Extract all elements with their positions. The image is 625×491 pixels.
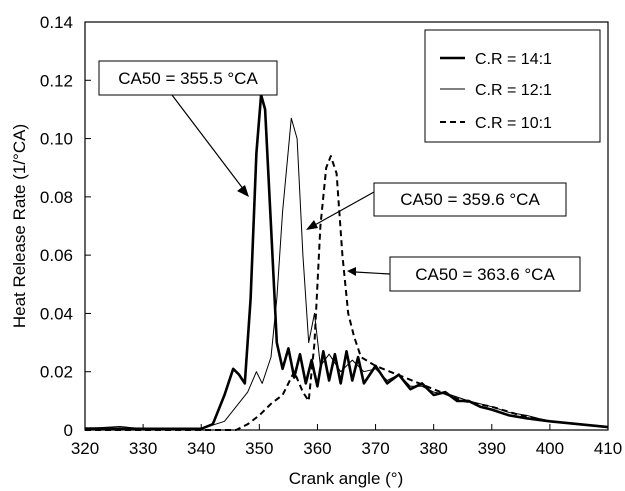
arrow-head xyxy=(306,220,318,230)
annotation-arrow xyxy=(312,191,375,227)
annotation-text: CA50 = 363.6 °CA xyxy=(415,265,555,284)
x-tick-label: 410 xyxy=(594,439,622,458)
x-tick-label: 350 xyxy=(245,439,273,458)
x-tick-label: 390 xyxy=(478,439,506,458)
arrow-head xyxy=(237,185,249,197)
x-axis-label: Crank angle (°) xyxy=(289,469,404,488)
y-tick-label: 0.14 xyxy=(40,13,73,32)
annotation-text: CA50 = 355.5 °CA xyxy=(118,69,258,88)
series-line-3 xyxy=(85,155,609,431)
y-tick-label: 0 xyxy=(64,421,73,440)
x-tick-label: 330 xyxy=(129,439,157,458)
legend-label-cr14: C.R = 14:1 xyxy=(475,51,552,68)
annotation-arrow xyxy=(171,94,245,191)
y-tick-label: 0.10 xyxy=(40,130,73,149)
annotation-arrow xyxy=(354,271,391,275)
annotation-text: CA50 = 359.6 °CA xyxy=(400,190,540,209)
x-tick-label: 380 xyxy=(419,439,447,458)
x-tick-label: 370 xyxy=(361,439,389,458)
annotation-box xyxy=(373,182,567,217)
x-tick-label: 320 xyxy=(71,439,99,458)
y-axis-label: Heat Release Rate (1/°CA) xyxy=(10,124,29,328)
y-tick-label: 0.08 xyxy=(40,188,73,207)
annotation-box xyxy=(389,256,581,292)
x-tick-label: 340 xyxy=(187,439,215,458)
annotation-ca50-14: CA50 = 355.5 °CA xyxy=(98,60,278,197)
annotation-ca50-12: CA50 = 359.6 °CA xyxy=(306,182,567,230)
y-tick-label: 0.04 xyxy=(40,304,73,323)
y-tick-label: 0.06 xyxy=(40,246,73,265)
series-lines xyxy=(84,93,609,431)
y-tick-label: 0.12 xyxy=(40,71,73,90)
annotation-ca50-10: CA50 = 363.6 °CA xyxy=(347,256,581,292)
annotation-box xyxy=(98,60,278,96)
legend: C.R = 14:1 C.R = 12:1 C.R = 10:1 xyxy=(424,29,601,143)
x-tick-label: 360 xyxy=(303,439,331,458)
y-tick-label: 0.02 xyxy=(40,363,73,382)
plot-frame xyxy=(84,21,609,431)
legend-label-cr12: C.R = 12:1 xyxy=(475,82,552,99)
legend-label-cr10: C.R = 10:1 xyxy=(475,115,552,132)
x-tick-label: 400 xyxy=(536,439,564,458)
arrow-head xyxy=(347,267,356,276)
axis-ticks: 320 330 340 350 360 370 380 390 400 410 0 0.02 0.04 0… xyxy=(40,13,622,458)
legend-box xyxy=(424,29,601,143)
series-line-2 xyxy=(84,117,609,430)
